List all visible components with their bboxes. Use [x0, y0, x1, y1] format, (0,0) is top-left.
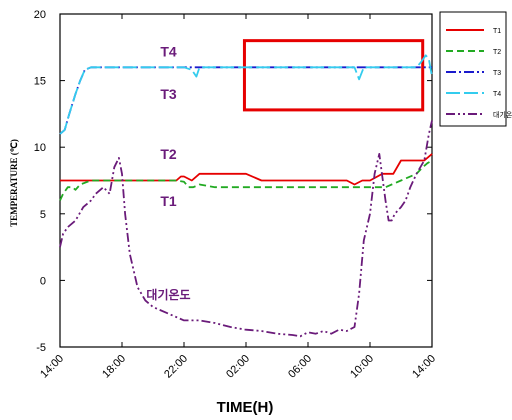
annotation-label: T1 [160, 193, 177, 209]
y-tick-label: 0 [40, 275, 46, 287]
y-tick-label: -5 [36, 342, 46, 354]
series-line-2 [59, 159, 433, 201]
y-axis-label: TEMPERATURE (℃) [9, 139, 19, 227]
series-lines [59, 54, 433, 338]
legend-label: T1 [493, 28, 501, 35]
series-line-1 [60, 153, 433, 186]
annotation-label: 대기온도 [146, 287, 190, 302]
y-tick-label: 15 [34, 76, 46, 88]
legend-label: T3 [493, 70, 501, 77]
highlight-box-group [242, 39, 425, 112]
x-tick-label: 18:00 [100, 353, 128, 381]
x-tick-label: 14:00 [410, 353, 438, 381]
x-tick-label: 02:00 [224, 353, 252, 381]
annotation-label: T4 [160, 44, 177, 60]
legend-label: 대기온도 [493, 110, 512, 119]
annotation-label: T3 [160, 86, 177, 102]
legend: T1 T2 T3 T4 대기온도 [439, 11, 512, 127]
legend-label: T4 [493, 91, 501, 98]
series-line-5 [59, 120, 433, 338]
series-line-4 [59, 54, 433, 135]
x-tick-label: 22:00 [162, 353, 190, 381]
annotations: T4 T3 T2 T1 대기온도 [146, 44, 190, 302]
x-tick-label: 06:00 [286, 353, 314, 381]
y-tick-label: 20 [34, 9, 46, 21]
y-tick-label: 5 [40, 209, 46, 221]
highlight-box [242, 39, 425, 112]
y-axis: -5 0 5 10 15 20 [34, 9, 432, 354]
y-tick-label: 10 [34, 142, 46, 154]
legend-label: T2 [493, 49, 501, 56]
annotation-label: T2 [160, 146, 177, 162]
x-tick-label: 10:00 [348, 353, 376, 381]
x-tick-label: 14:00 [38, 353, 66, 381]
x-axis-label: TIME(H) [217, 399, 274, 416]
